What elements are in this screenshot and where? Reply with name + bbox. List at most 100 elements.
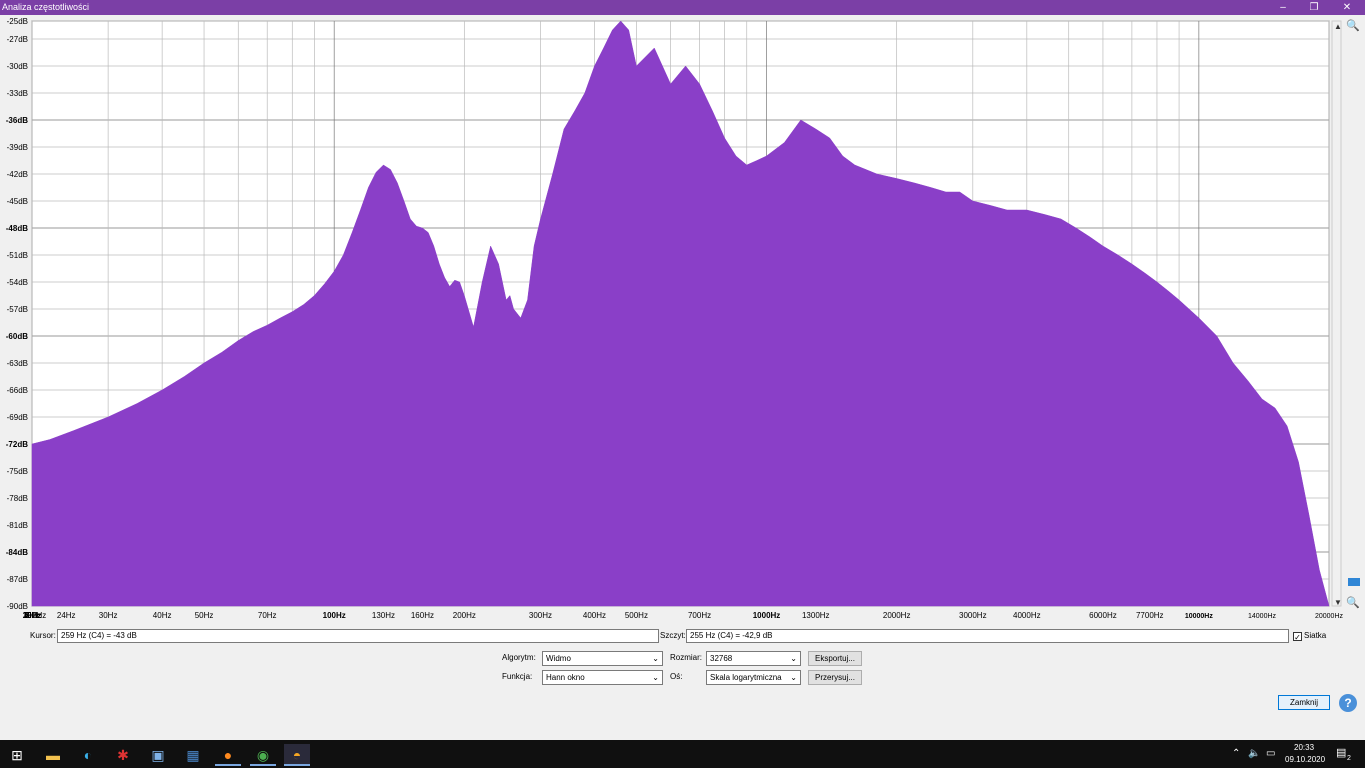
x-tick-label: 160Hz [411, 611, 434, 620]
y-tick-label: -54dB [7, 278, 28, 287]
chevron-down-icon: ⌄ [652, 654, 659, 663]
minimize-icon[interactable]: – [1280, 2, 1286, 13]
x-tick-label: 400Hz [583, 611, 606, 620]
x-tick-label: 2Hz [25, 611, 39, 620]
chevron-down-icon: ⌄ [652, 673, 659, 682]
x-tick-label: 1000Hz [753, 611, 781, 620]
algorithm-select[interactable]: Widmo ⌄ [542, 651, 663, 666]
x-tick-label: 8Hz [25, 611, 39, 620]
size-select-value: 32768 [710, 654, 733, 663]
cursor-label: Kursor: [30, 631, 56, 640]
y-tick-label: -51dB [7, 251, 28, 260]
function-select[interactable]: Hann okno ⌄ [542, 670, 663, 685]
notification-count: 2 [1347, 755, 1351, 762]
restore-icon[interactable]: ❐ [1309, 2, 1319, 13]
help-icon[interactable]: ? [1339, 694, 1357, 712]
x-tick-label: 24Hz [57, 611, 76, 620]
x-tick-label: 300Hz [529, 611, 552, 620]
x-tick-label: 14000Hz [1248, 613, 1277, 620]
edge-icon[interactable]: ◐ [83, 747, 93, 763]
file-explorer-icon[interactable]: ▬ [46, 747, 60, 763]
y-tick-label: -66dB [7, 386, 28, 395]
x-tick-label: 4Hz [25, 611, 39, 620]
notification-icon[interactable]: ▤ [1336, 747, 1347, 759]
y-tick-label: -90dB [7, 602, 28, 611]
y-tick-label: -75dB [7, 467, 28, 476]
chevron-up-icon[interactable]: ⌃ [1232, 748, 1241, 759]
app-icon[interactable]: ✱ [117, 747, 129, 763]
calculator-icon[interactable]: ▦ [186, 747, 200, 763]
y-tick-label: -60dB [6, 332, 28, 341]
zoom-in-icon[interactable]: 🔍 [1346, 18, 1360, 32]
x-tick-label: 3Hz [25, 611, 39, 620]
y-tick-label: -33dB [7, 89, 28, 98]
volume-icon[interactable]: 🔈 [1248, 748, 1261, 759]
spectrum-chart[interactable]: -25dB -27dB -30dB -33dB -36dB -39dB -42dB -45dB… [0, 15, 1365, 625]
x-tick-label: 6Hz [25, 611, 39, 620]
audacity-icon[interactable]: ◓ [284, 744, 310, 766]
x-tick-label: 20000Hz [1315, 613, 1344, 620]
chevron-down-icon: ⌄ [790, 673, 797, 682]
size-label: Rozmiar: [670, 653, 703, 662]
axis-label: Oś: [670, 672, 683, 681]
y-tick-label: -27dB [7, 35, 28, 44]
x-tick-label: 6000Hz [1089, 611, 1117, 620]
scroll-down-icon[interactable]: ▼ [1334, 598, 1342, 607]
peak-value-field: 255 Hz (C4) = -42,9 dB [686, 629, 1289, 643]
chevron-down-icon: ⌄ [790, 654, 797, 663]
window-titlebar: Analiza częstotliwości – ❐ ✕ [0, 0, 1365, 15]
close-button[interactable]: Zamknij [1278, 695, 1330, 710]
x-tick-label: 4000Hz [1013, 611, 1041, 620]
windows-start-icon[interactable]: ⊞ [11, 747, 23, 763]
y-tick-label: -63dB [7, 359, 28, 368]
clock-time[interactable]: 20:33 [1294, 743, 1315, 752]
x-tick-label: 3000Hz [959, 611, 987, 620]
x-tick-label: 40Hz [153, 611, 172, 620]
y-tick-label: -87dB [7, 575, 28, 584]
chrome-icon[interactable]: ◉ [250, 744, 276, 766]
x-tick-label: 500Hz [625, 611, 648, 620]
vertical-scrollbar[interactable] [1331, 20, 1342, 607]
x-tick-label: 2Hz [25, 611, 39, 620]
x-tick-label: 10Hz [23, 611, 42, 620]
x-tick-label: 2000Hz [883, 611, 911, 620]
x-tick-label: 15Hz [23, 611, 42, 620]
zoom-out-icon[interactable]: 🔍 [1346, 595, 1360, 609]
x-tick-label: 5Hz [25, 611, 39, 620]
taskbar: ⊞ ▬ ◐ ✱ ▣ ▦ ● ◉ ◓ ⌃ 🔈 ▭ 20:33 09.10.2020… [0, 740, 1365, 768]
window-title: Analiza częstotliwości [2, 2, 90, 12]
clock-date[interactable]: 09.10.2020 [1285, 755, 1326, 764]
redraw-button[interactable]: Przerysuj... [808, 670, 862, 685]
network-icon[interactable]: ▭ [1266, 748, 1276, 759]
y-tick-label: -36dB [6, 116, 28, 125]
y-tick-label: -72dB [6, 440, 28, 449]
function-select-value: Hann okno [546, 673, 585, 682]
y-tick-label: -81dB [7, 521, 28, 530]
x-tick-label: 10000Hz [1185, 613, 1214, 620]
grid-checkbox-label[interactable]: Siatka [1304, 631, 1327, 640]
spectrum-area [31, 20, 1330, 607]
y-tick-label: -39dB [7, 143, 28, 152]
cursor-value-field: 259 Hz (C4) = -43 dB [57, 629, 659, 643]
y-tick-label: -30dB [7, 62, 28, 71]
size-select[interactable]: 32768 ⌄ [706, 651, 801, 666]
firefox-icon[interactable]: ● [215, 744, 241, 766]
axis-select[interactable]: Skala logarytmiczna ⌄ [706, 670, 801, 685]
y-tick-label: -42dB [7, 170, 28, 179]
peak-label: Szczyt: [660, 631, 686, 640]
y-axis-labels: -25dB -27dB -30dB -33dB -36dB -39dB -42dB -45dB… [6, 17, 28, 611]
x-tick-label: 200Hz [453, 611, 476, 620]
close-icon[interactable]: ✕ [1342, 2, 1352, 13]
mail-icon[interactable]: ▣ [151, 747, 165, 763]
y-tick-label: -48dB [6, 224, 28, 233]
x-tick-label: 7Hz [25, 611, 39, 620]
spectrum-plot[interactable]: -25dB -27dB -30dB -33dB -36dB -39dB -42dB -45dB… [0, 15, 1365, 625]
algorithm-label: Algorytm: [502, 653, 536, 662]
algorithm-select-value: Widmo [546, 654, 571, 663]
grid-checkbox[interactable]: ✓ [1293, 632, 1302, 642]
x-tick-label: 7700Hz [1136, 611, 1164, 620]
x-tick-label: 130Hz [372, 611, 395, 620]
export-button[interactable]: Eksportuj... [808, 651, 862, 666]
scroll-up-icon[interactable]: ▲ [1334, 22, 1342, 31]
zoom-slider-handle[interactable] [1348, 578, 1360, 586]
